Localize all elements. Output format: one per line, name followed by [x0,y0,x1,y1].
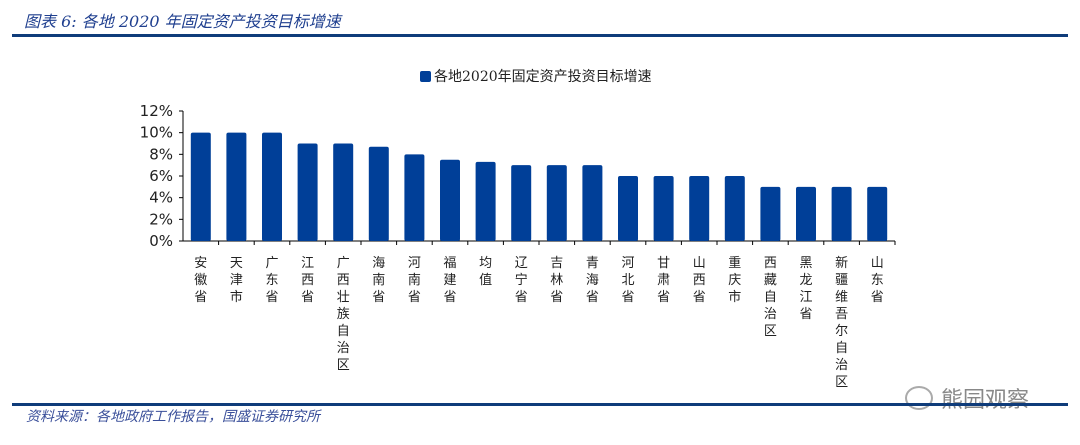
watermark-text: 熊园观察 [941,388,1030,413]
x-tick-label: 天津市 [230,256,243,305]
bar [831,186,852,241]
y-tick-label: 6% [149,167,173,185]
y-tick-label: 10% [140,124,173,142]
x-tick-label: 海南省 [372,256,385,305]
x-tick-label: 广西壮族自治区 [337,256,350,373]
x-tick-label: 均值 [479,256,492,288]
x-tick-label: 河南省 [408,256,421,305]
x-tick-label: 辽宁省 [515,256,528,305]
x-tick-label: 西藏自治区 [764,256,777,339]
bar [262,132,282,241]
bar [475,161,496,241]
bar [760,186,781,241]
legend-label: 各地2020年固定资产投资目标增速 [434,69,652,85]
y-tick-label: 2% [149,210,173,228]
x-tick-label: 山西省 [693,256,706,305]
figure-title: 图表 6: 各地 2020 年固定资产投资目标增速 [24,12,341,31]
x-tick-label: 江西省 [301,256,314,305]
bar [546,165,567,241]
bar [440,159,460,241]
bar [404,154,425,241]
source-note: 资料来源：各地政府工作报告，国盛证券研究所 [26,409,320,425]
top-divider [12,34,1068,37]
bar [796,186,816,241]
bar [653,176,674,241]
legend-swatch [420,70,431,82]
x-tick-label: 安徽省 [194,256,207,305]
bar [297,143,318,241]
bar [511,165,532,241]
bar [226,132,247,241]
x-tick-label: 吉林省 [550,256,563,305]
bar [582,165,603,241]
x-tick-label: 广东省 [265,256,278,305]
legend: 各地2020年固定资产投资目标增速 [420,66,652,86]
x-tick-label: 青海省 [586,256,599,305]
bar [333,143,354,241]
wechat-icon [905,386,933,410]
x-tick-label: 福建省 [443,256,456,305]
x-tick-label: 甘肃省 [657,256,670,305]
y-tick-label: 8% [149,145,173,163]
bar [867,186,888,241]
x-tick-label: 新疆维吾尔自治区 [835,255,848,390]
x-tick-label: 黑龙江省 [799,256,812,322]
bottom-divider [12,403,1068,406]
bar [724,176,745,241]
x-tick-label: 河北省 [621,256,634,305]
bar [618,176,638,241]
x-tick-label: 山东省 [871,256,884,305]
bar [689,176,710,241]
y-tick-label: 12% [140,102,173,120]
x-tick-label: 重庆市 [728,255,741,305]
watermark: 熊园观察 [905,382,1029,414]
bar [190,132,211,241]
y-tick-label: 4% [149,189,173,207]
bar [368,146,389,241]
y-tick-label: 0% [149,232,173,250]
